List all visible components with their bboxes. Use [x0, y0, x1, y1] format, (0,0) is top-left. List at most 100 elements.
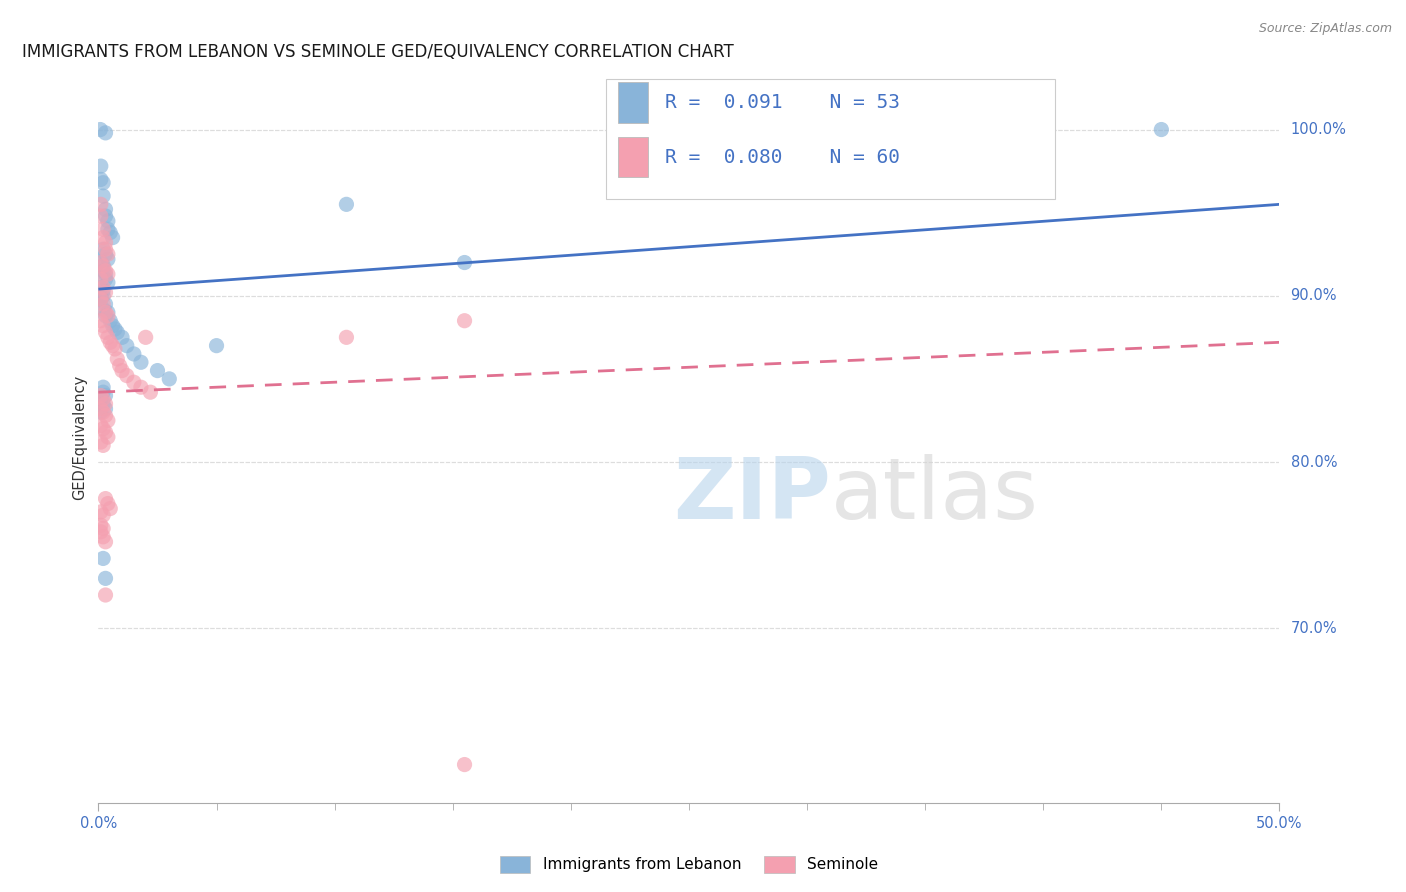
Point	[104, 322, 127, 336]
Point	[91, 301, 114, 316]
Point	[91, 176, 114, 190]
Point	[129, 355, 152, 369]
Point	[91, 405, 114, 419]
Point	[91, 385, 114, 400]
Point	[94, 401, 117, 416]
Point	[90, 159, 112, 173]
Point	[91, 259, 114, 273]
Point	[1150, 122, 1173, 136]
Point	[94, 588, 117, 602]
Point	[90, 197, 112, 211]
Point	[98, 501, 121, 516]
Point	[101, 338, 124, 352]
FancyBboxPatch shape	[619, 137, 648, 178]
Point	[97, 497, 120, 511]
Point	[90, 292, 112, 306]
Point	[90, 272, 112, 286]
Point	[94, 242, 117, 256]
Point	[91, 318, 114, 333]
Point	[94, 285, 117, 300]
Point	[94, 397, 117, 411]
Point	[97, 430, 120, 444]
Point	[97, 413, 120, 427]
Point	[90, 289, 112, 303]
Point	[90, 418, 112, 433]
Text: 100.0%: 100.0%	[1291, 122, 1347, 137]
Point	[94, 305, 117, 319]
Point	[94, 247, 117, 261]
Point	[90, 401, 112, 416]
Point	[94, 297, 117, 311]
Point	[105, 326, 128, 340]
Point	[90, 435, 112, 450]
Point	[94, 126, 117, 140]
Point	[105, 351, 128, 366]
Point	[94, 571, 117, 585]
Point	[97, 252, 120, 267]
Point	[91, 289, 114, 303]
Text: 90.0%: 90.0%	[1291, 288, 1337, 303]
Point	[94, 326, 117, 340]
Point	[91, 397, 114, 411]
Point	[90, 255, 112, 269]
Text: Source: ZipAtlas.com: Source: ZipAtlas.com	[1258, 22, 1392, 36]
Point	[91, 242, 114, 256]
Point	[94, 235, 117, 250]
Legend: Immigrants from Lebanon, Seminole: Immigrants from Lebanon, Seminole	[494, 849, 884, 880]
Point	[90, 209, 112, 223]
Point	[91, 297, 114, 311]
Point	[453, 255, 475, 269]
Point	[90, 172, 112, 186]
Point	[91, 392, 114, 406]
FancyBboxPatch shape	[606, 78, 1054, 200]
Point	[122, 375, 145, 389]
Point	[94, 309, 117, 323]
Point	[94, 272, 117, 286]
Point	[97, 222, 120, 236]
Point	[97, 276, 120, 290]
Point	[91, 230, 114, 244]
Point	[101, 318, 124, 333]
Point	[94, 209, 117, 223]
Point	[97, 305, 120, 319]
Point	[139, 385, 162, 400]
Text: 80.0%: 80.0%	[1291, 455, 1337, 469]
Point	[98, 314, 121, 328]
Point	[90, 524, 112, 539]
Point	[115, 338, 138, 352]
Point	[98, 226, 121, 240]
Point	[94, 388, 117, 402]
Point	[111, 330, 134, 344]
Point	[90, 392, 112, 406]
Point	[205, 338, 228, 352]
Point	[98, 335, 121, 350]
Point	[97, 247, 120, 261]
Point	[146, 363, 169, 377]
Point	[91, 508, 114, 523]
Text: 70.0%: 70.0%	[1291, 621, 1337, 636]
Point	[115, 368, 138, 383]
Point	[97, 330, 120, 344]
Point	[453, 757, 475, 772]
Y-axis label: GED/Equivalency: GED/Equivalency	[72, 375, 87, 500]
Text: R =  0.091    N = 53: R = 0.091 N = 53	[665, 93, 900, 112]
Point	[335, 197, 357, 211]
Point	[94, 425, 117, 439]
Point	[111, 363, 134, 377]
Point	[101, 230, 124, 244]
Point	[94, 264, 117, 278]
Point	[91, 189, 114, 203]
Point	[94, 534, 117, 549]
Point	[94, 267, 117, 281]
Point	[91, 551, 114, 566]
Point	[89, 122, 111, 136]
Point	[135, 330, 157, 344]
Point	[90, 505, 112, 519]
Point	[90, 255, 112, 269]
Point	[335, 330, 357, 344]
Text: R =  0.080    N = 60: R = 0.080 N = 60	[665, 148, 900, 167]
Point	[104, 342, 127, 356]
Point	[91, 521, 114, 535]
Point	[122, 347, 145, 361]
Point	[90, 405, 112, 419]
